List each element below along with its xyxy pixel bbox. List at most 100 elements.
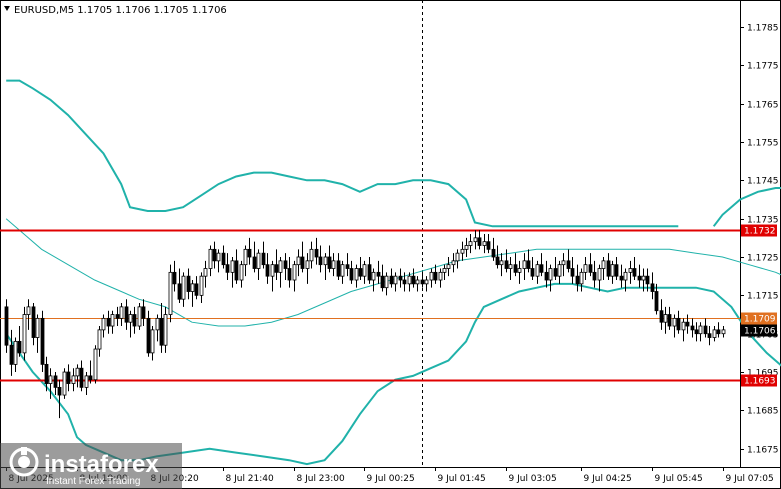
candle-bear [398,275,403,281]
price-tick-label: 1.1685 [747,407,779,417]
candle-bull [442,268,447,273]
candle-bull [424,279,429,285]
candle-bear [433,271,438,281]
candle-bull [150,329,155,354]
candle-bear [283,260,288,269]
candle-bear [513,264,518,273]
candle-bear [420,279,425,285]
candle-bull [256,252,261,269]
level-price-label: 1.1732 [744,227,776,237]
candle-bear [566,260,571,269]
candle-bull [93,348,98,381]
time-tick-label: 9 Jul 05:45 [655,474,703,484]
candle-bull [296,256,301,266]
candle-bear [225,264,230,273]
candle-bear [614,264,619,277]
time-tick-label: 8 Jul 23:00 [297,474,346,484]
time-tick-label: 9 Jul 01:45 [438,474,486,484]
candle-bear [659,310,664,323]
current-price-tag [741,324,777,337]
candle-bull [216,252,221,262]
candle-bull [190,283,195,292]
candle-bull [22,314,27,354]
candle-bull [354,268,359,281]
candle-bull [97,329,102,350]
candle-bear [606,260,611,277]
candle-bear [645,275,650,285]
candle-bear [234,260,239,281]
candle-bull [48,375,53,384]
candle-bull [13,340,18,365]
candle-bear [88,375,93,381]
candle-bull [508,264,513,269]
price-tags: 1.1732 1.1709 1.1693 1.1706 [741,224,777,387]
candle-bear [300,256,305,269]
time-tick-label: 9 Jul 04:25 [584,474,632,484]
candle-bear [66,371,71,384]
price-tick-label: 1.1755 [747,139,779,149]
time-tick-label: 9 Jul 07:05 [726,474,774,484]
candle-bear [177,283,182,300]
candle-bear [261,252,266,266]
price-tick-label: 1.1715 [747,292,779,302]
price-tick-label: 1.1785 [747,24,779,34]
candle-bear [17,340,22,354]
candle-bull [482,241,487,246]
candle-bull [438,271,443,281]
candle-bear [694,329,699,335]
candle-bull [84,375,89,388]
candle-bear [376,271,381,277]
candle-bull [292,264,297,281]
chart-title: EURUSD,M5 1.1705 1.1706 1.1705 1.1706 [14,5,227,16]
candle-bull [362,264,367,277]
candle-bull [208,248,213,269]
candle-bull [71,375,76,384]
candle-bear [389,275,394,285]
candle-bear [650,283,655,292]
candle-bear [685,321,690,327]
candle-bear [186,275,191,292]
candle-bear [654,291,659,312]
candle-bull [199,275,204,296]
candle-bull [62,371,67,396]
candle-bear [194,283,199,296]
candles [4,230,726,419]
candle-bear [592,271,597,281]
candle-bull [610,264,615,277]
candle-bull [628,268,633,273]
candle-bear [159,317,164,346]
candle-bear [124,306,129,323]
candle-bull [119,306,124,319]
candle-bear [318,256,323,266]
candle-bull [623,271,628,281]
candle-bull [155,317,160,331]
candle-bull [641,275,646,281]
triangle-down-icon[interactable] [4,6,10,11]
candle-bull [460,248,465,254]
candle-bear [632,268,637,277]
candle-bull [270,264,275,277]
candle-bear [79,367,84,388]
candle-bull [407,275,412,285]
candle-bear [265,264,270,277]
candle-bear [703,325,708,335]
time-tick-label: 9 Jul 03:05 [509,474,557,484]
candle-bear [44,363,49,384]
candle-bear [402,279,407,285]
candle-bull [473,237,478,243]
candle-bull [517,268,522,273]
candle-bear [637,275,642,281]
candle-bull [721,329,726,335]
candle-bull [499,260,504,266]
candle-bear [57,386,62,396]
candle-bear [504,260,509,269]
candle-bear [247,248,252,258]
candle-bear [141,306,146,319]
candle-bear [619,275,624,281]
candle-bear [539,264,544,273]
candle-bull [522,260,527,269]
price-tick-label: 1.1725 [747,254,779,264]
candle-bear [544,271,549,281]
